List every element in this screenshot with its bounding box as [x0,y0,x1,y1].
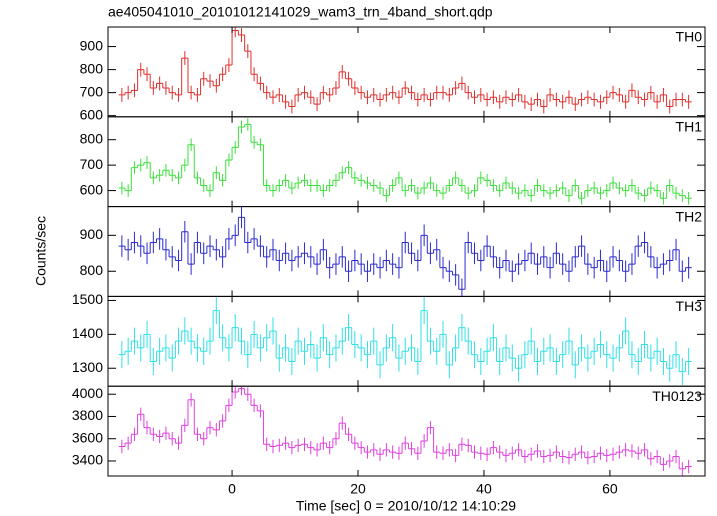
y-tick-label: 800 [80,262,104,278]
panel [118,206,692,297]
y-tick-label: 3600 [72,429,103,445]
panel-label: TH1 [676,119,703,135]
chart-title: ae405041010_20101012141029_wam3_trn_4ban… [108,4,493,20]
panel [118,118,692,205]
x-axis-label: Time [sec] 0 = 2010/10/12 14:10:29 [296,498,516,514]
y-tick-label: 4000 [72,385,103,401]
panel-label: TH0 [676,29,703,45]
y-tick-label: 1400 [72,325,103,341]
y-tick-label: 700 [80,83,104,99]
y-tick-label: 600 [80,181,104,197]
y-tick-label: 3800 [72,407,103,423]
panel-label: TH2 [676,208,703,224]
panel-frame [107,26,706,118]
y-tick-label: 800 [80,130,104,146]
y-tick-label: 900 [80,37,104,53]
y-tick-label: 1300 [72,359,103,375]
panel [118,297,692,386]
x-tick-label: 40 [476,481,492,497]
y-axis-label: Counts/sec [33,216,49,286]
x-tick-label: 20 [350,481,366,497]
y-tick-label: 1500 [72,291,103,307]
y-tick-label: 3400 [72,452,103,468]
x-tick-label: 60 [602,481,618,497]
panel-frame [107,385,706,477]
y-tick-label: 700 [80,156,104,172]
panel-frame [107,116,706,208]
y-tick-label: 600 [80,106,104,122]
panel-label: TH0123 [652,388,702,404]
x-tick-label: 0 [228,481,236,497]
y-tick-label: 800 [80,60,104,76]
panel [118,386,692,476]
panel [118,27,692,114]
y-tick-label: 900 [80,226,104,242]
panel-label: TH3 [676,298,703,314]
